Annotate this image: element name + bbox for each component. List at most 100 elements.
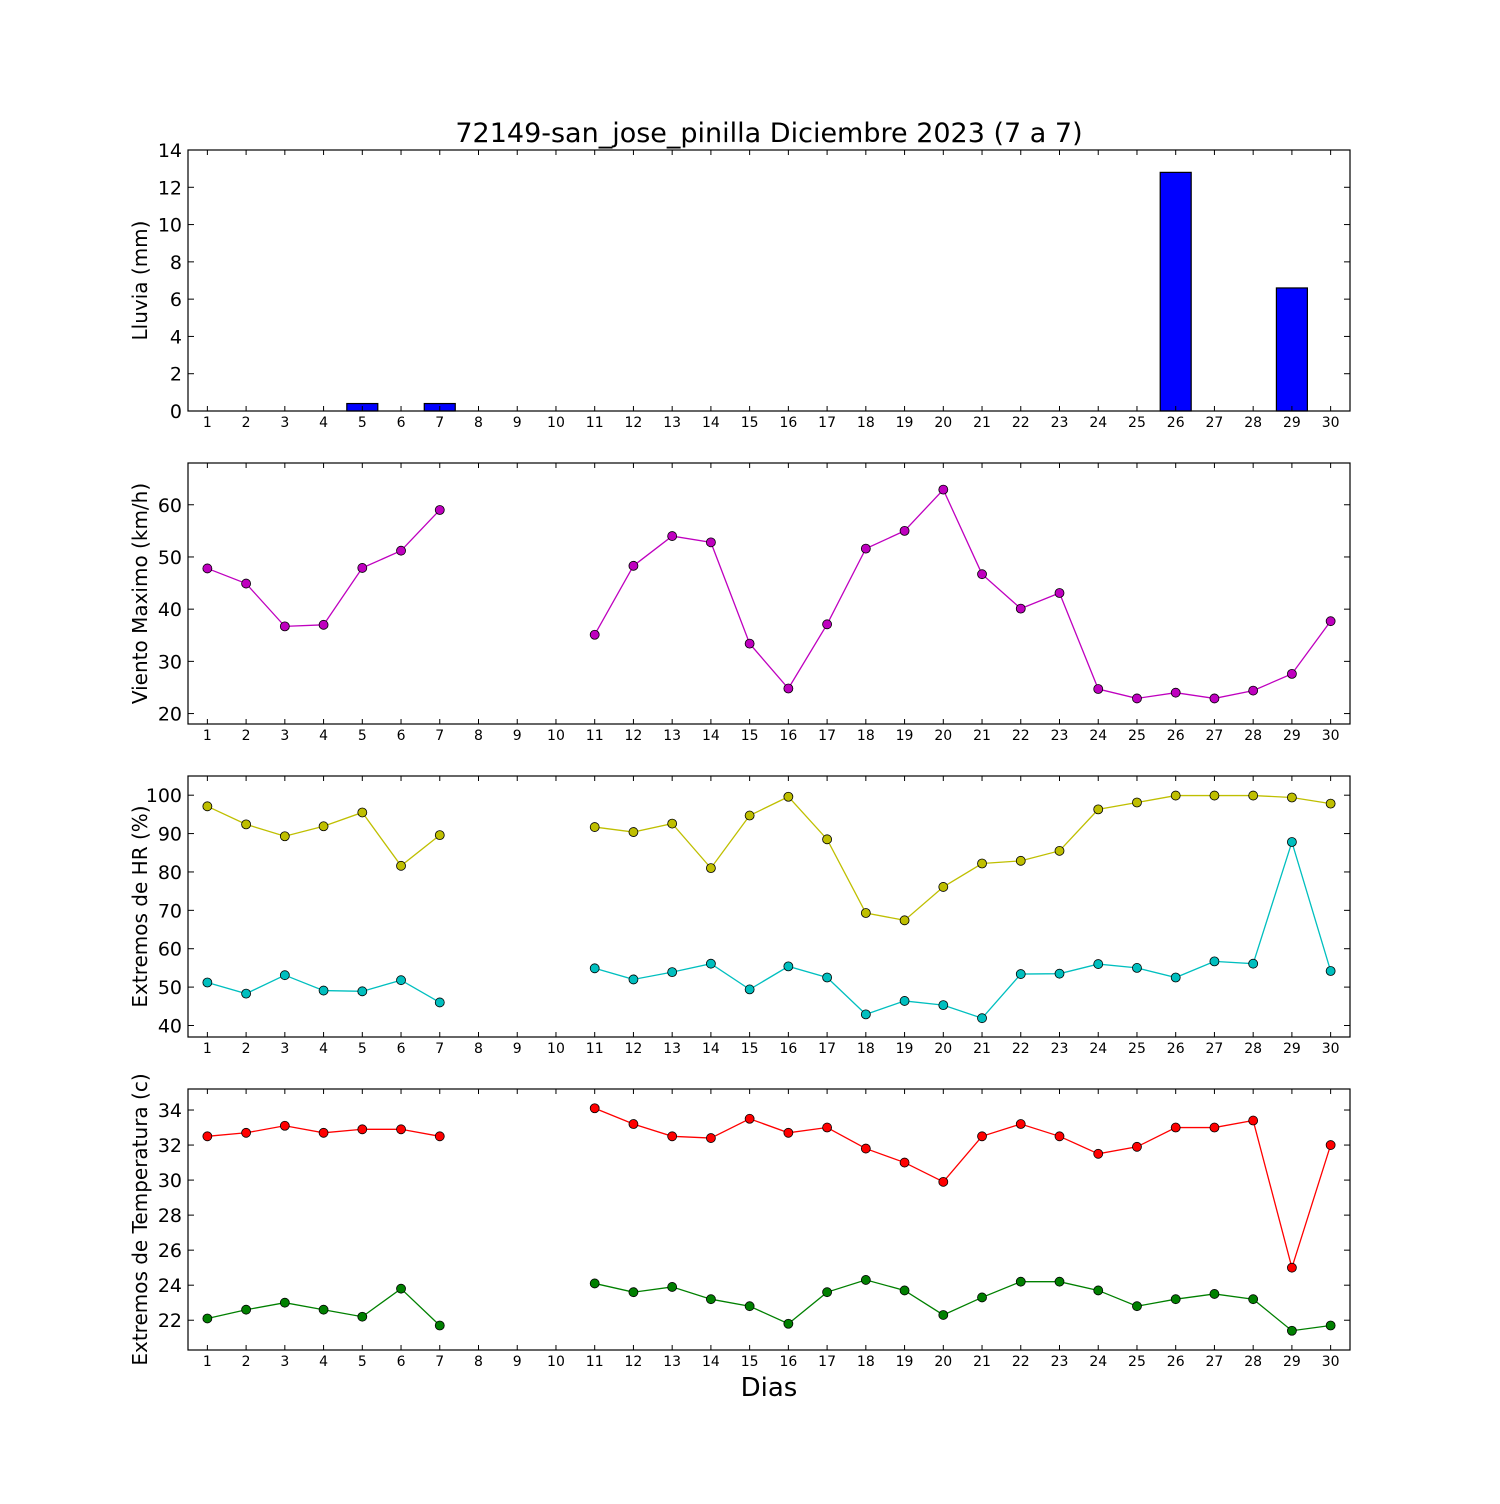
point-series-2-day-19 <box>899 996 910 1006</box>
point-series-1-day-3 <box>279 1120 290 1131</box>
point-series-2-day-4 <box>318 985 329 996</box>
point-series-2-day-18 <box>860 1009 871 1020</box>
ytick-label: 34 <box>158 1100 182 1122</box>
xtick-label: 12 <box>625 728 643 744</box>
point-series-1-day-6 <box>396 545 406 556</box>
xtick-label: 20 <box>934 728 952 744</box>
point-series-1-day-13 <box>667 818 678 829</box>
point-series-2-day-21 <box>977 1013 987 1024</box>
xtick-label: 15 <box>741 1041 759 1057</box>
point-series-1-day-7 <box>434 830 445 841</box>
xtick-label: 18 <box>857 1354 875 1370</box>
point-series-2-day-24 <box>1093 1285 1104 1296</box>
axes-frame <box>187 149 1351 412</box>
xtick-label: 25 <box>1128 1041 1146 1057</box>
xtick-label: 10 <box>547 415 565 431</box>
point-series-1-day-3 <box>279 831 290 842</box>
xtick-label: 1 <box>203 728 212 744</box>
xtick-label: 22 <box>1012 1041 1030 1057</box>
xtick-label: 14 <box>702 728 720 744</box>
point-series-2-day-5 <box>357 1311 368 1322</box>
xtick-label: 23 <box>1051 415 1069 431</box>
point-series-2-day-28 <box>1248 1294 1259 1305</box>
xtick-label: 29 <box>1283 1354 1301 1370</box>
y-axis-label: Extremos de Temperatura (c) <box>128 1073 152 1365</box>
point-series-1-day-17 <box>822 1122 832 1133</box>
xtick-label: 13 <box>663 1041 681 1057</box>
point-series-2-day-16 <box>783 961 794 972</box>
point-series-2-day-22 <box>1015 1276 1026 1287</box>
xtick-label: 18 <box>857 728 875 744</box>
xtick-label: 17 <box>818 1354 836 1370</box>
point-series-1-day-29 <box>1287 792 1297 803</box>
point-series-2-day-17 <box>822 972 832 983</box>
y-axis-label: Extremos de HR (%) <box>128 805 152 1007</box>
point-series-2-day-23 <box>1054 968 1065 979</box>
point-series-2-day-21 <box>977 1292 987 1303</box>
point-series-1-day-20 <box>938 1176 949 1187</box>
point-series-1-day-30 <box>1325 616 1336 627</box>
xtick-label: 8 <box>474 1041 483 1057</box>
xtick-label: 2 <box>242 1041 251 1057</box>
point-series-1-day-15 <box>744 810 755 821</box>
point-series-1-day-14 <box>706 537 716 548</box>
point-series-2-day-29 <box>1287 837 1297 847</box>
point-series-2-day-23 <box>1054 1276 1065 1287</box>
xtick-label: 14 <box>702 1354 720 1370</box>
point-series-1-day-11 <box>589 629 600 640</box>
point-series-2-day-1 <box>202 1313 213 1324</box>
xtick-label: 6 <box>397 1354 406 1370</box>
xtick-label: 17 <box>818 1041 836 1057</box>
xtick-label: 11 <box>586 728 604 744</box>
axes-frame <box>187 462 1351 725</box>
point-series-1-day-18 <box>860 908 871 918</box>
point-series-2-day-7 <box>434 997 445 1008</box>
point-series-1-day-12 <box>628 1119 639 1129</box>
xtick-label: 27 <box>1206 1041 1224 1057</box>
ytick-label: 12 <box>158 177 182 199</box>
point-series-1-day-2 <box>241 819 252 830</box>
point-series-1-day-18 <box>860 543 871 554</box>
point-series-1-day-11 <box>589 822 600 832</box>
point-series-1-day-23 <box>1054 1131 1065 1142</box>
y-axis-label: Lluvia (mm) <box>128 221 152 341</box>
xtick-label: 4 <box>319 1354 328 1370</box>
point-series-2-day-6 <box>396 1283 406 1294</box>
xtick-label: 28 <box>1244 415 1262 431</box>
xtick-label: 7 <box>435 1041 444 1057</box>
ytick-label: 60 <box>158 939 182 961</box>
point-series-2-day-16 <box>783 1318 794 1329</box>
point-series-1-day-15 <box>744 638 755 649</box>
xtick-label: 9 <box>513 728 522 744</box>
xtick-label: 23 <box>1051 1041 1069 1057</box>
point-series-1-day-26 <box>1170 790 1181 801</box>
xtick-label: 22 <box>1012 415 1030 431</box>
ytick-label: 26 <box>158 1240 182 1262</box>
ytick-label: 32 <box>158 1135 182 1157</box>
point-series-1-day-24 <box>1093 1148 1104 1159</box>
point-series-1-day-19 <box>899 915 910 926</box>
point-series-1-day-1 <box>202 1131 213 1142</box>
xtick-label: 29 <box>1283 415 1301 431</box>
xtick-label: 21 <box>973 415 991 431</box>
xtick-label: 3 <box>280 415 289 431</box>
xtick-label: 26 <box>1167 1354 1185 1370</box>
point-series-1-day-6 <box>396 1124 406 1135</box>
xtick-label: 10 <box>547 1354 565 1370</box>
point-series-2-day-3 <box>279 1297 290 1308</box>
xtick-label: 14 <box>702 1041 720 1057</box>
point-series-1-day-4 <box>318 821 329 832</box>
point-series-2-day-27 <box>1209 1289 1220 1299</box>
xtick-label: 1 <box>203 415 212 431</box>
xtick-label: 12 <box>625 415 643 431</box>
point-series-1-day-22 <box>1015 1119 1026 1129</box>
panel-1: 72149-san_jose_pinilla Diciembre 2023 (7… <box>128 118 1351 431</box>
xtick-label: 17 <box>818 728 836 744</box>
xtick-label: 30 <box>1322 728 1340 744</box>
point-series-1-day-12 <box>628 827 639 837</box>
xtick-label: 23 <box>1051 728 1069 744</box>
xtick-label: 10 <box>547 1041 565 1057</box>
x-axis-label: Dias <box>741 1373 798 1403</box>
point-series-2-day-26 <box>1170 972 1181 983</box>
